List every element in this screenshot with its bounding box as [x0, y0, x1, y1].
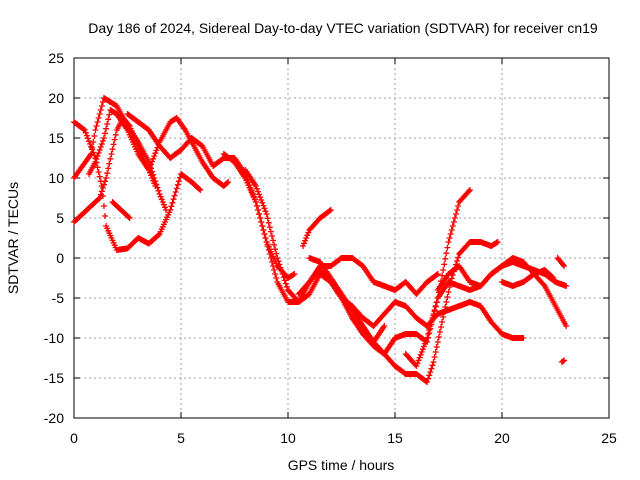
- x-tick-label: 10: [280, 430, 296, 446]
- data-points: [499, 267, 557, 289]
- data-points: [71, 95, 170, 213]
- x-tick-label: 0: [70, 430, 78, 446]
- data-points: [109, 199, 133, 221]
- series-sat-d: [85, 107, 232, 189]
- y-tick-label: -10: [44, 330, 64, 346]
- series-sat-g: [220, 151, 441, 305]
- data-points: [349, 315, 388, 345]
- y-tick-label: 15: [48, 130, 64, 146]
- x-tick-label: 5: [177, 430, 185, 446]
- x-axis-ticks: 0 5 10 15 20 25: [70, 58, 617, 446]
- data-points: [554, 255, 568, 269]
- series-sat-k: [299, 207, 334, 249]
- x-tick-label: 15: [387, 430, 403, 446]
- series-sat-f: [109, 199, 133, 221]
- data-points: [434, 255, 570, 329]
- series-sat-h: [242, 167, 473, 357]
- series-sat-q: [558, 357, 568, 365]
- data-points: [85, 107, 232, 189]
- plot-frame: [73, 57, 610, 419]
- data-points: [299, 207, 334, 249]
- series-sat-l: [349, 315, 388, 345]
- y-tick-label: 25: [48, 50, 64, 66]
- series-sat-a: [71, 119, 204, 253]
- series-sat-p: [554, 255, 568, 269]
- data-points: [71, 119, 204, 253]
- y-tick-label: -5: [52, 290, 65, 306]
- y-tick-label: 5: [56, 210, 64, 226]
- y-tick-label: -20: [44, 410, 64, 426]
- y-tick-label: 10: [48, 170, 64, 186]
- y-tick-label: 0: [56, 250, 64, 266]
- y-tick-label: -15: [44, 370, 64, 386]
- series-sat-c: [71, 95, 170, 213]
- data-series: [71, 95, 570, 385]
- data-points: [558, 357, 568, 365]
- y-axis-label: SDTVAR / TECUs: [5, 182, 21, 294]
- data-points: [220, 151, 441, 305]
- x-axis-label: GPS time / hours: [288, 457, 395, 473]
- series-sat-j: [295, 267, 527, 341]
- x-tick-label: 20: [494, 430, 510, 446]
- series-sat-o: [499, 267, 557, 289]
- y-tick-label: 20: [48, 90, 64, 106]
- chart-title: Day 186 of 2024, Sidereal Day-to-day VTE…: [88, 20, 598, 36]
- data-points: [295, 267, 527, 341]
- data-points: [242, 167, 473, 357]
- series-sat-n: [434, 255, 570, 329]
- y-axis-ticks: -20 -15 -10 -5 0 5 10 15 20 25: [44, 50, 609, 426]
- x-tick-label: 25: [601, 430, 617, 446]
